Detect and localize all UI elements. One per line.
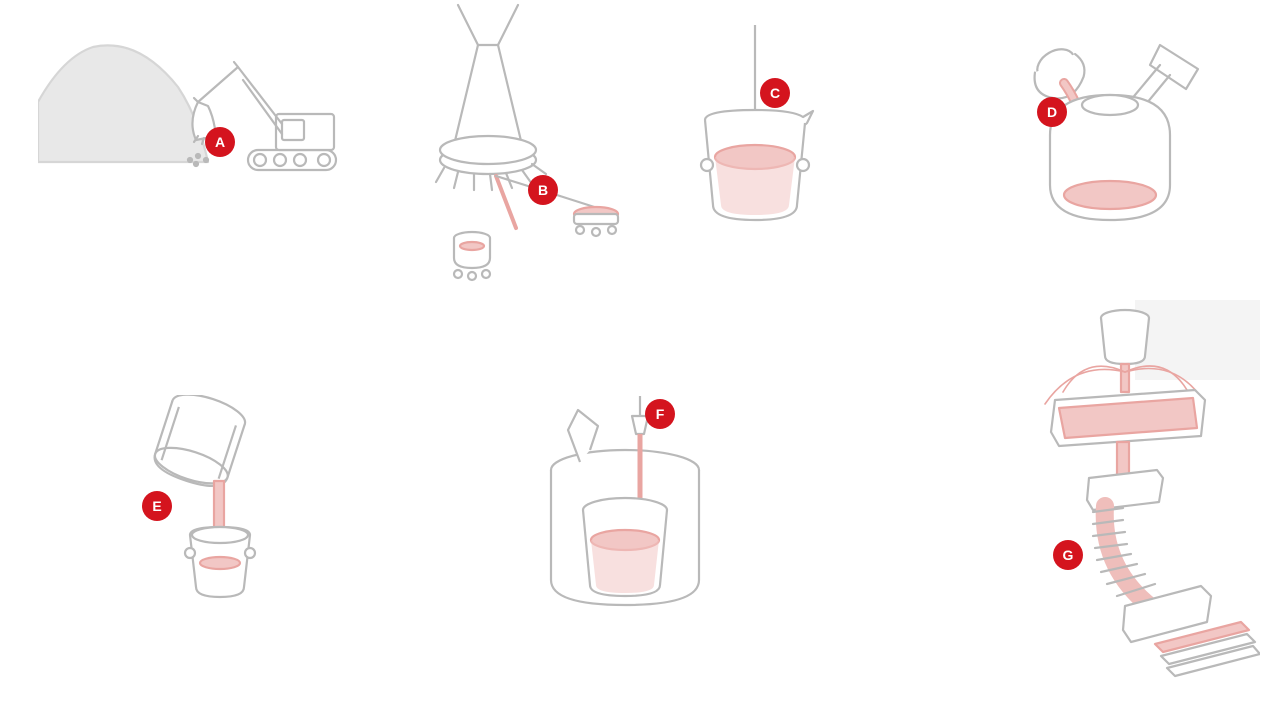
badge-c: C: [760, 78, 790, 108]
converter-icon: [1010, 35, 1210, 230]
badge-d: D: [1037, 97, 1067, 127]
stage-ladle-refining: [675, 25, 835, 230]
stage-raw-material-excavator: [38, 32, 348, 182]
continuous-caster-icon: [1005, 300, 1260, 700]
stage-degassing: [520, 390, 730, 620]
blast-furnace-icon: [400, 0, 660, 285]
badge-a: A: [205, 127, 235, 157]
badge-g: G: [1053, 540, 1083, 570]
stage-converter: [1010, 35, 1210, 230]
ladle-icon: [675, 25, 835, 230]
excavator-icon: [38, 32, 348, 182]
badge-b: B: [528, 175, 558, 205]
degassing-icon: [520, 390, 730, 620]
stage-blast-furnace: [400, 0, 660, 285]
stage-continuous-casting: [1005, 300, 1260, 700]
badge-e: E: [142, 491, 172, 521]
badge-f: F: [645, 399, 675, 429]
